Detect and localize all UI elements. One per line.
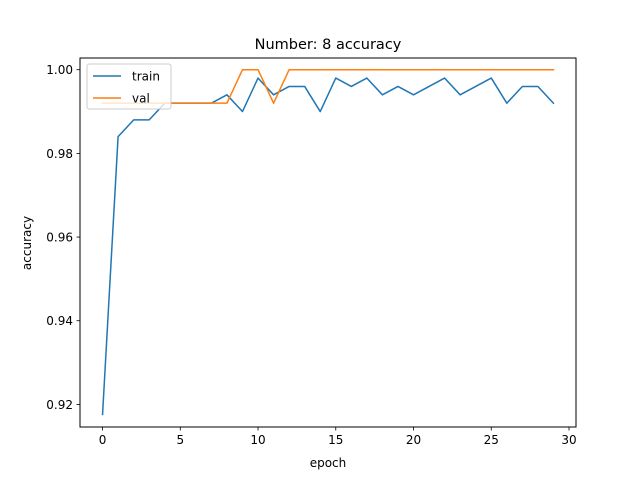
x-tick-label: 5	[176, 433, 184, 447]
axes-frame	[79, 57, 577, 428]
x-tick-label: 20	[406, 433, 421, 447]
y-axis-label: accuracy	[20, 216, 34, 270]
series-line-val	[101, 68, 555, 104]
x-tick-label: 15	[328, 433, 343, 447]
chart-title: Number: 8 accuracy	[255, 37, 402, 53]
legend-label-train: train	[132, 70, 160, 84]
x-tick-label: 10	[250, 433, 265, 447]
y-tick-label: 0.98	[46, 147, 73, 161]
y-tick-label: 0.94	[46, 314, 73, 328]
x-tick-label: 30	[561, 433, 576, 447]
x-tick-label: 0	[99, 433, 107, 447]
x-axis: 0 5 10 15 20 25 30	[99, 427, 577, 447]
legend: train val	[86, 63, 172, 110]
y-tick-label: 1.00	[46, 63, 73, 77]
y-tick-label: 0.96	[46, 231, 73, 245]
y-axis: 0.92 0.94 0.96 0.98 1.00	[46, 63, 80, 412]
x-axis-label: epoch	[310, 456, 347, 470]
x-tick-label: 25	[484, 433, 499, 447]
y-tick-label: 0.92	[46, 398, 73, 412]
legend-label-val: val	[132, 92, 150, 106]
plot-area	[101, 68, 555, 416]
